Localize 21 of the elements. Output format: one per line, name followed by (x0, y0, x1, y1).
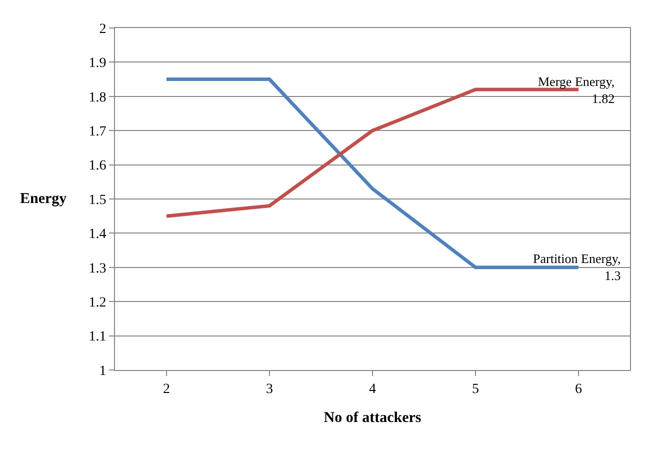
y-tick-label: 1.1 (88, 330, 106, 345)
y-tick-label: 1.8 (88, 90, 106, 106)
y-tick-label: 1.6 (88, 158, 106, 174)
x-tick-label: 3 (266, 382, 273, 397)
line-series (164, 88, 580, 218)
x-tick-label: 2 (163, 382, 170, 397)
y-tick-label: 2 (99, 22, 106, 37)
y-tick-label: 1.9 (88, 56, 106, 72)
y-tick-label: 1.4 (88, 227, 106, 242)
y-tick-label: 1.5 (88, 192, 106, 208)
x-tick-label: 5 (472, 382, 479, 397)
x-tick-label: 4 (369, 382, 376, 397)
x-tick-label: 6 (575, 382, 582, 397)
y-axis-title: Energy (20, 191, 68, 207)
x-axis-title: No of attackers (324, 410, 422, 426)
y-tick-label: 1.3 (88, 261, 106, 276)
y-tick-label: 1 (99, 364, 106, 379)
y-tick-label: 1.7 (88, 124, 106, 140)
y-tick-label: 1.2 (88, 296, 106, 310)
annotation: Partition Energy, 1.3 (533, 251, 621, 283)
annotation: Merge Energy, 1.82 (538, 74, 615, 106)
